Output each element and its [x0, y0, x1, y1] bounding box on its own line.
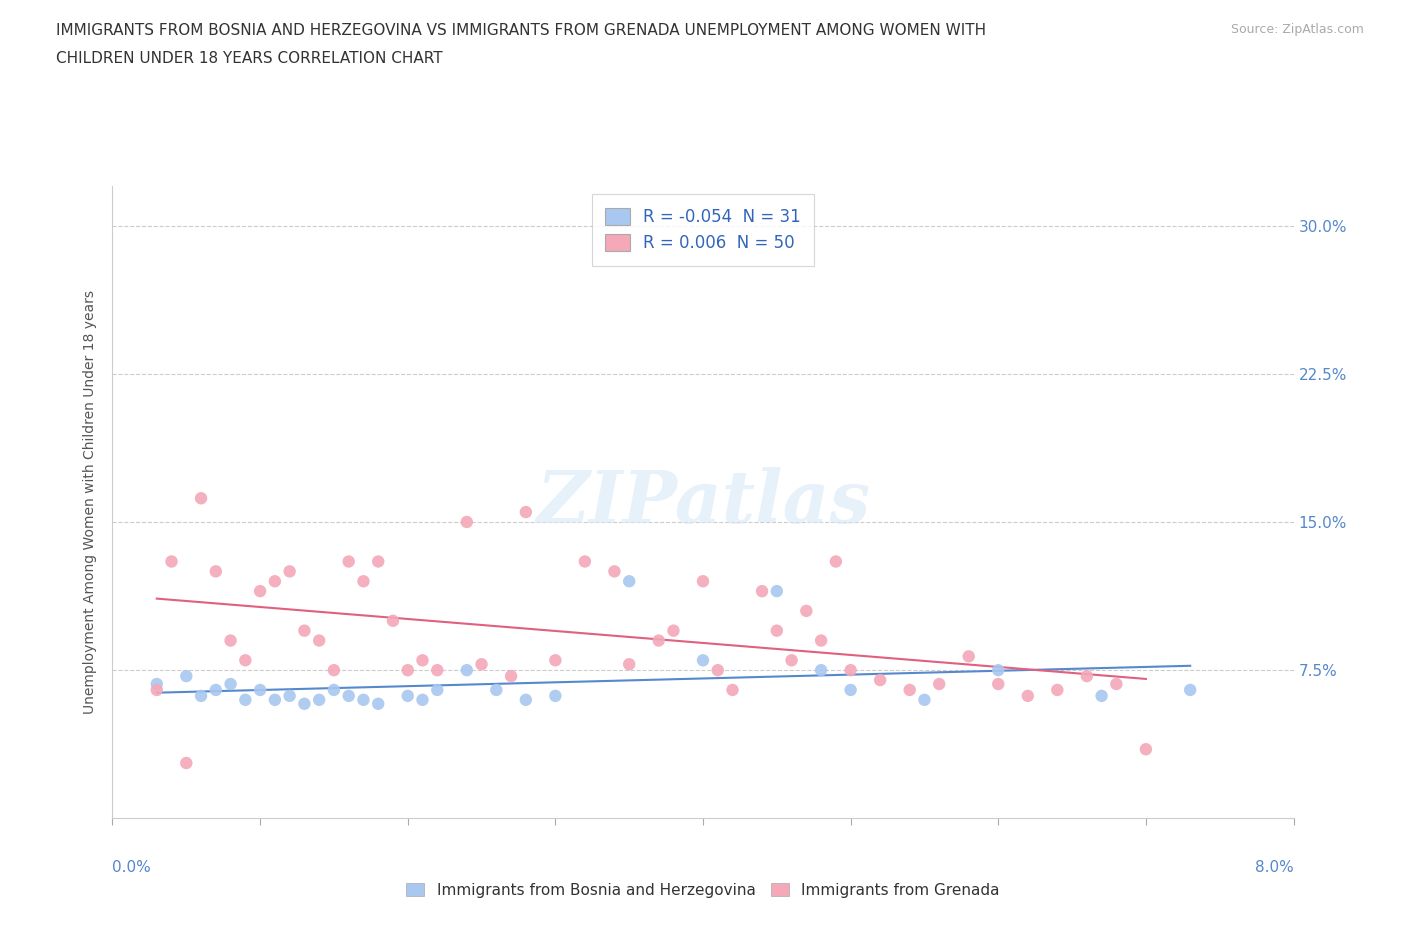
Point	[780, 653, 803, 668]
Point	[426, 663, 449, 678]
Point	[515, 692, 537, 708]
Point	[501, 669, 523, 684]
Point	[323, 683, 346, 698]
Point	[810, 633, 832, 648]
Point	[205, 564, 228, 578]
Point	[264, 692, 287, 708]
Point	[233, 692, 256, 708]
Point	[898, 683, 921, 698]
Point	[485, 683, 508, 698]
Point	[765, 584, 787, 599]
Point	[619, 657, 641, 671]
Text: IMMIGRANTS FROM BOSNIA AND HERZEGOVINA VS IMMIGRANTS FROM GRENADA UNEMPLOYMENT A: IMMIGRANTS FROM BOSNIA AND HERZEGOVINA V…	[56, 23, 987, 38]
Point	[957, 649, 980, 664]
Point	[1091, 688, 1114, 703]
Point	[603, 564, 626, 578]
Point	[278, 564, 301, 578]
Point	[174, 669, 197, 684]
Point	[765, 623, 787, 638]
Point	[337, 554, 360, 569]
Point	[337, 688, 360, 703]
Point	[190, 688, 212, 703]
Text: ZIPatlas: ZIPatlas	[536, 467, 870, 538]
Point	[1178, 683, 1201, 698]
Text: 8.0%: 8.0%	[1254, 860, 1294, 875]
Point	[308, 633, 330, 648]
Point	[721, 683, 744, 698]
Point	[987, 677, 1010, 692]
Point	[396, 688, 419, 703]
Point	[160, 554, 183, 569]
Point	[1076, 669, 1098, 684]
Point	[1135, 742, 1157, 757]
Point	[146, 683, 169, 698]
Point	[824, 554, 846, 569]
Point	[544, 688, 567, 703]
Point	[426, 683, 449, 698]
Point	[367, 554, 389, 569]
Point	[323, 663, 346, 678]
Point	[278, 688, 301, 703]
Point	[1046, 683, 1069, 698]
Point	[219, 633, 242, 648]
Point	[515, 505, 537, 520]
Y-axis label: Unemployment Among Women with Children Under 18 years: Unemployment Among Women with Children U…	[83, 290, 97, 714]
Point	[987, 663, 1010, 678]
Point	[308, 692, 330, 708]
Point	[692, 574, 714, 589]
Text: CHILDREN UNDER 18 YEARS CORRELATION CHART: CHILDREN UNDER 18 YEARS CORRELATION CHAR…	[56, 51, 443, 66]
Point	[249, 683, 271, 698]
Point	[352, 692, 374, 708]
Point	[471, 657, 494, 671]
Point	[928, 677, 950, 692]
Point	[751, 584, 773, 599]
Point	[796, 604, 818, 618]
Point	[146, 677, 169, 692]
Point	[264, 574, 287, 589]
Point	[1105, 677, 1128, 692]
Point	[367, 697, 389, 711]
Point	[396, 663, 419, 678]
Point	[544, 653, 567, 668]
Point	[249, 584, 271, 599]
Point	[382, 614, 405, 629]
Point	[219, 677, 242, 692]
Point	[647, 633, 671, 648]
Legend: R = -0.054  N = 31, R = 0.006  N = 50: R = -0.054 N = 31, R = 0.006 N = 50	[592, 194, 814, 266]
Point	[810, 663, 832, 678]
Point	[707, 663, 730, 678]
Point	[839, 663, 862, 678]
Point	[839, 683, 862, 698]
Point	[456, 514, 478, 529]
Point	[292, 623, 315, 638]
Point	[619, 574, 641, 589]
Point	[1017, 688, 1039, 703]
Point	[412, 653, 434, 668]
Point	[869, 672, 891, 687]
Point	[412, 692, 434, 708]
Text: Source: ZipAtlas.com: Source: ZipAtlas.com	[1230, 23, 1364, 36]
Point	[292, 697, 315, 711]
Point	[574, 554, 596, 569]
Legend: Immigrants from Bosnia and Herzegovina, Immigrants from Grenada: Immigrants from Bosnia and Herzegovina, …	[399, 876, 1007, 904]
Point	[190, 491, 212, 506]
Point	[205, 683, 228, 698]
Text: 0.0%: 0.0%	[112, 860, 152, 875]
Point	[456, 663, 478, 678]
Point	[914, 692, 936, 708]
Point	[233, 653, 256, 668]
Point	[692, 653, 714, 668]
Point	[174, 755, 197, 770]
Point	[352, 574, 374, 589]
Point	[662, 623, 685, 638]
